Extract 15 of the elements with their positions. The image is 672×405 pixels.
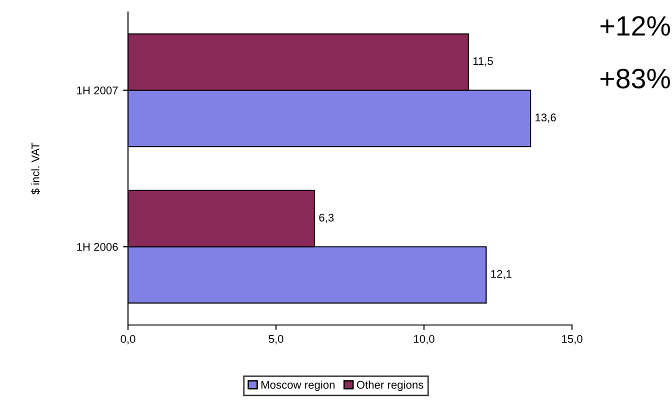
x-tick-label: 10,0 — [414, 335, 434, 344]
y-tick-label: 1H 2007 — [77, 86, 118, 94]
legend-label: Moscow region — [261, 380, 335, 391]
data-label: 12,1 — [491, 270, 512, 280]
x-tick-label: 15,0 — [562, 335, 582, 344]
text: +12% — [600, 16, 670, 36]
y-axis-title: $ incl. VAT — [31, 142, 40, 194]
x-tick-label: 5,0 — [268, 335, 284, 344]
data-label: 13,6 — [536, 114, 556, 123]
legend-label: Other regions — [356, 380, 424, 391]
text: +83% — [600, 68, 670, 88]
data-label: 11,5 — [473, 57, 493, 66]
y-tick-label: 1H 2006 — [77, 243, 118, 251]
data-label: 6,3 — [319, 214, 334, 223]
x-tick-label: 0,0 — [120, 335, 136, 344]
